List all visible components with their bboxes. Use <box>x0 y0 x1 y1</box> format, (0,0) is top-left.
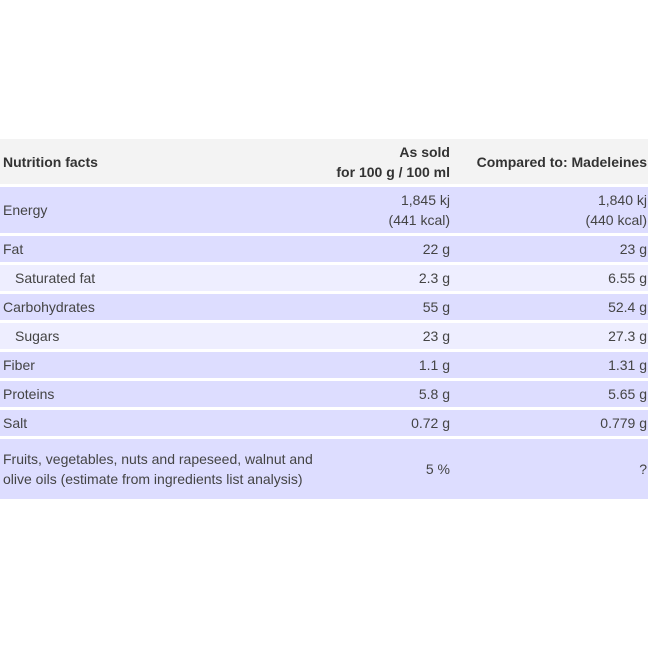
row-label: Saturated fat <box>15 270 96 286</box>
row-compare: 52.4 g <box>608 299 647 315</box>
header-as-sold-line2: for 100 g / 100 ml <box>336 163 450 180</box>
header-compared-to: Compared to: Madeleines <box>476 153 647 170</box>
header-as-sold: As sold for 100 g / 100 ml <box>330 142 452 182</box>
row-compare: 6.55 g <box>608 270 647 286</box>
table-row-fiber: Fiber 1.1 g 1.31 g <box>0 352 648 381</box>
row-label: Fat <box>3 241 24 257</box>
row-compare: 0.779 g <box>600 415 647 431</box>
energy-kcal-value: (441 kcal) <box>388 212 450 228</box>
row-value: 22 g <box>422 241 450 257</box>
row-value: 5.8 g <box>418 386 450 402</box>
row-label: Proteins <box>3 386 55 402</box>
row-value: 2.3 g <box>418 270 450 286</box>
row-compare: 1.31 g <box>608 357 647 373</box>
row-label: Carbohydrates <box>3 299 95 315</box>
row-compare: 1,840 kj (440 kcal) <box>452 190 648 230</box>
nutrition-facts-table: Nutrition facts As sold for 100 g / 100 … <box>0 139 648 502</box>
table-row-sugars: Sugars 23 g 27.3 g <box>0 323 648 352</box>
row-label: Fruits, vegetables, nuts and rapeseed, w… <box>3 451 313 487</box>
row-label: Energy <box>3 202 48 218</box>
table-row-fruits-vegetables: Fruits, vegetables, nuts and rapeseed, w… <box>0 439 648 502</box>
table-row-saturated-fat: Saturated fat 2.3 g 6.55 g <box>0 265 648 294</box>
row-compare: 27.3 g <box>608 328 647 344</box>
table-row-carbohydrates: Carbohydrates 55 g 52.4 g <box>0 294 648 323</box>
energy-kj-compare: 1,840 kj <box>597 192 647 208</box>
table-row-proteins: Proteins 5.8 g 5.65 g <box>0 381 648 410</box>
row-compare: 5.65 g <box>608 386 647 402</box>
energy-kcal-compare: (440 kcal) <box>585 212 647 228</box>
table-row-salt: Salt 0.72 g 0.779 g <box>0 410 648 439</box>
row-value: 0.72 g <box>411 415 450 431</box>
row-label: Fiber <box>3 357 35 373</box>
row-value: 1,845 kj (441 kcal) <box>330 190 452 230</box>
header-nutrition-facts: Nutrition facts <box>3 153 98 170</box>
row-value: 55 g <box>422 299 450 315</box>
row-value: 23 g <box>422 328 450 344</box>
table-row-fat: Fat 22 g 23 g <box>0 236 648 265</box>
row-value: 1.1 g <box>418 357 450 373</box>
table-header: Nutrition facts As sold for 100 g / 100 … <box>0 139 648 187</box>
row-compare: 23 g <box>619 241 647 257</box>
energy-kj-value: 1,845 kj <box>400 192 450 208</box>
row-value: 5 % <box>425 461 450 477</box>
header-as-sold-line1: As sold <box>399 143 450 160</box>
row-label: Sugars <box>15 328 60 344</box>
table-row-energy: Energy 1,845 kj (441 kcal) 1,840 kj (440… <box>0 187 648 236</box>
row-compare: ? <box>639 461 647 477</box>
row-label: Salt <box>3 415 28 431</box>
